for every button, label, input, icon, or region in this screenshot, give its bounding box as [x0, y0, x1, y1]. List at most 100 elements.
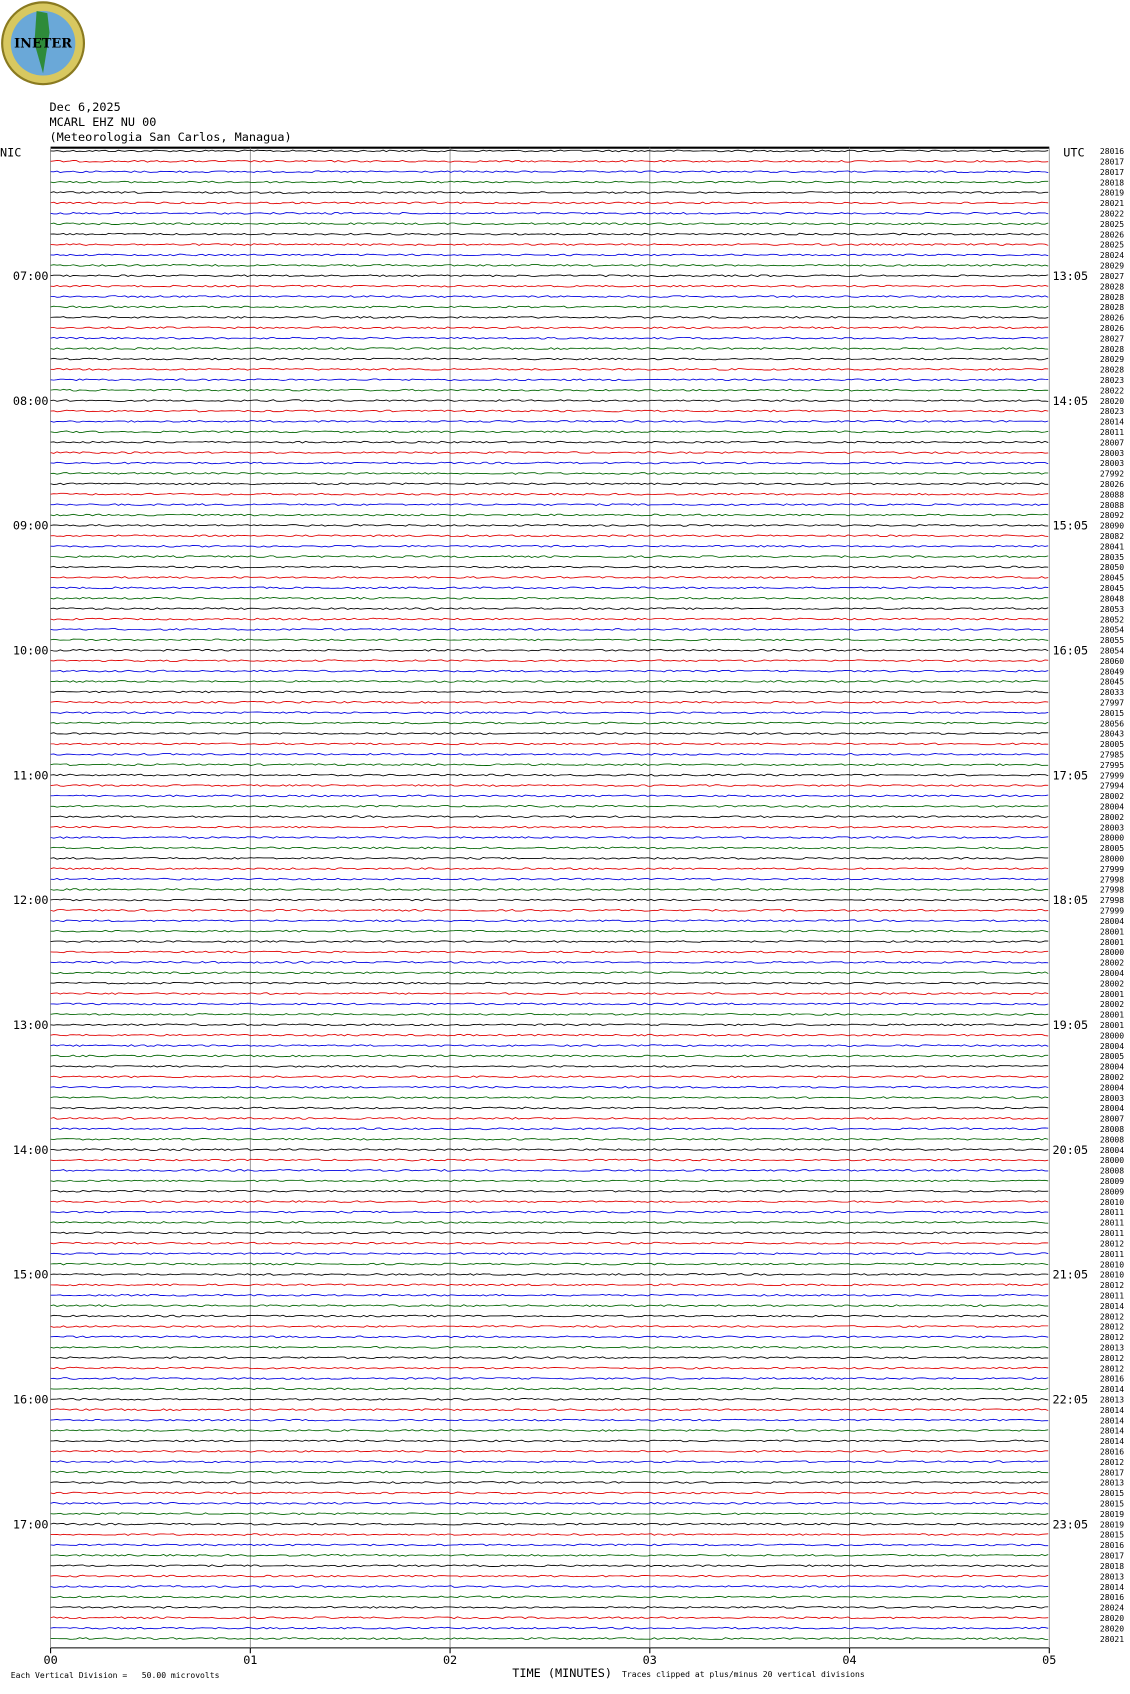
left-hour: 17:00	[13, 1517, 49, 1531]
trace-count: 27998	[1100, 896, 1124, 905]
trace	[50, 1408, 1049, 1412]
trace	[50, 263, 1049, 267]
trace-count: 28013	[1100, 1343, 1124, 1352]
left-hour: 15:00	[13, 1268, 49, 1282]
trace-count: 28017	[1100, 158, 1124, 167]
trace-count: 28011	[1100, 1250, 1124, 1259]
trace-count: 28012	[1100, 1458, 1124, 1467]
trace	[50, 856, 1049, 860]
trace	[50, 586, 1049, 590]
trace-count: 28004	[1100, 1104, 1124, 1113]
trace-count: 28005	[1100, 1052, 1124, 1061]
trace-count: 28015	[1100, 1489, 1124, 1498]
trace	[50, 472, 1049, 475]
trace	[50, 804, 1049, 808]
trace	[50, 628, 1049, 631]
trace-count: 28000	[1100, 948, 1124, 957]
trace	[50, 888, 1049, 891]
trace	[50, 222, 1049, 226]
date: Dec 6,2025	[50, 100, 121, 114]
trace-count: 28004	[1100, 1083, 1124, 1092]
trace-count: 28021	[1100, 1635, 1124, 1644]
trace	[50, 482, 1049, 486]
x-tick-label: 03	[643, 1653, 657, 1667]
trace	[50, 1262, 1049, 1266]
trace-count: 28000	[1100, 1156, 1124, 1165]
trace-count: 28003	[1100, 459, 1124, 468]
trace-count: 28012	[1100, 1354, 1124, 1363]
trace	[50, 1127, 1049, 1131]
trace	[50, 430, 1049, 434]
trace	[50, 846, 1049, 850]
trace-count: 28028	[1100, 366, 1124, 375]
trace-count: 28000	[1100, 1031, 1124, 1040]
trace-count: 28016	[1100, 1448, 1124, 1457]
trace-count: 28029	[1100, 262, 1124, 271]
trace	[50, 1522, 1049, 1526]
trace-count: 28012	[1100, 1239, 1124, 1248]
trace-count: 28027	[1100, 272, 1124, 281]
trace	[50, 1366, 1049, 1370]
trace	[50, 1377, 1049, 1380]
station: MCARL EHZ NU 00	[50, 115, 157, 129]
trace-count: 28002	[1100, 1000, 1124, 1009]
trace-count: 28021	[1100, 199, 1124, 208]
trace	[50, 243, 1049, 246]
trace-count: 28000	[1100, 834, 1124, 843]
trace	[50, 1439, 1049, 1443]
trace-count: 28001	[1100, 927, 1124, 936]
trace	[50, 981, 1049, 985]
trace	[50, 1169, 1049, 1172]
trace-count: 28002	[1100, 813, 1124, 822]
trace	[50, 1449, 1049, 1453]
trace	[50, 544, 1049, 548]
trace-count: 28014	[1100, 1416, 1124, 1425]
trace-count: 27995	[1100, 761, 1124, 770]
right-hour: 13:05	[1053, 269, 1089, 283]
trace	[50, 711, 1049, 714]
trace-count: 28025	[1100, 220, 1124, 229]
trace	[50, 565, 1049, 569]
left-hour: 14:00	[13, 1143, 49, 1157]
trace	[50, 347, 1049, 350]
trace-count: 28010	[1100, 1260, 1124, 1269]
trace-count: 28012	[1100, 1364, 1124, 1373]
trace	[50, 1085, 1049, 1089]
trace-count: 28001	[1100, 938, 1124, 947]
trace	[50, 201, 1049, 205]
trace-count: 28001	[1100, 1011, 1124, 1020]
trace	[50, 773, 1049, 777]
trace-count: 27999	[1100, 865, 1124, 874]
left-hour: 09:00	[13, 519, 49, 533]
trace-count: 28000	[1100, 855, 1124, 864]
trace	[50, 1605, 1049, 1609]
trace	[50, 929, 1049, 933]
trace	[50, 326, 1049, 330]
trace	[50, 357, 1049, 361]
trace	[50, 971, 1049, 975]
trace	[50, 316, 1049, 319]
trace	[50, 763, 1049, 766]
trace-count: 27999	[1100, 771, 1124, 780]
left-hour: 10:00	[13, 644, 49, 658]
trace-count: 27998	[1100, 875, 1124, 884]
trace	[50, 170, 1049, 173]
trace-count: 28041	[1100, 542, 1124, 551]
trace-count: 28017	[1100, 1468, 1124, 1477]
trace	[50, 305, 1049, 309]
trace	[50, 1335, 1049, 1339]
trace-count: 28012	[1100, 1281, 1124, 1290]
trace-count: 28012	[1100, 1323, 1124, 1332]
trace	[50, 680, 1049, 683]
trace-count: 28020	[1100, 1624, 1124, 1633]
right-hour: 20:05	[1053, 1143, 1089, 1157]
left-hour: 11:00	[13, 768, 49, 782]
right-hour: 22:05	[1053, 1393, 1089, 1407]
trace	[50, 388, 1049, 392]
trace-count: 28007	[1100, 438, 1124, 447]
left-hour: 16:00	[13, 1393, 49, 1407]
trace	[50, 1585, 1049, 1588]
trace	[50, 607, 1049, 610]
trace-count: 28045	[1100, 574, 1124, 583]
trace	[50, 1033, 1049, 1037]
